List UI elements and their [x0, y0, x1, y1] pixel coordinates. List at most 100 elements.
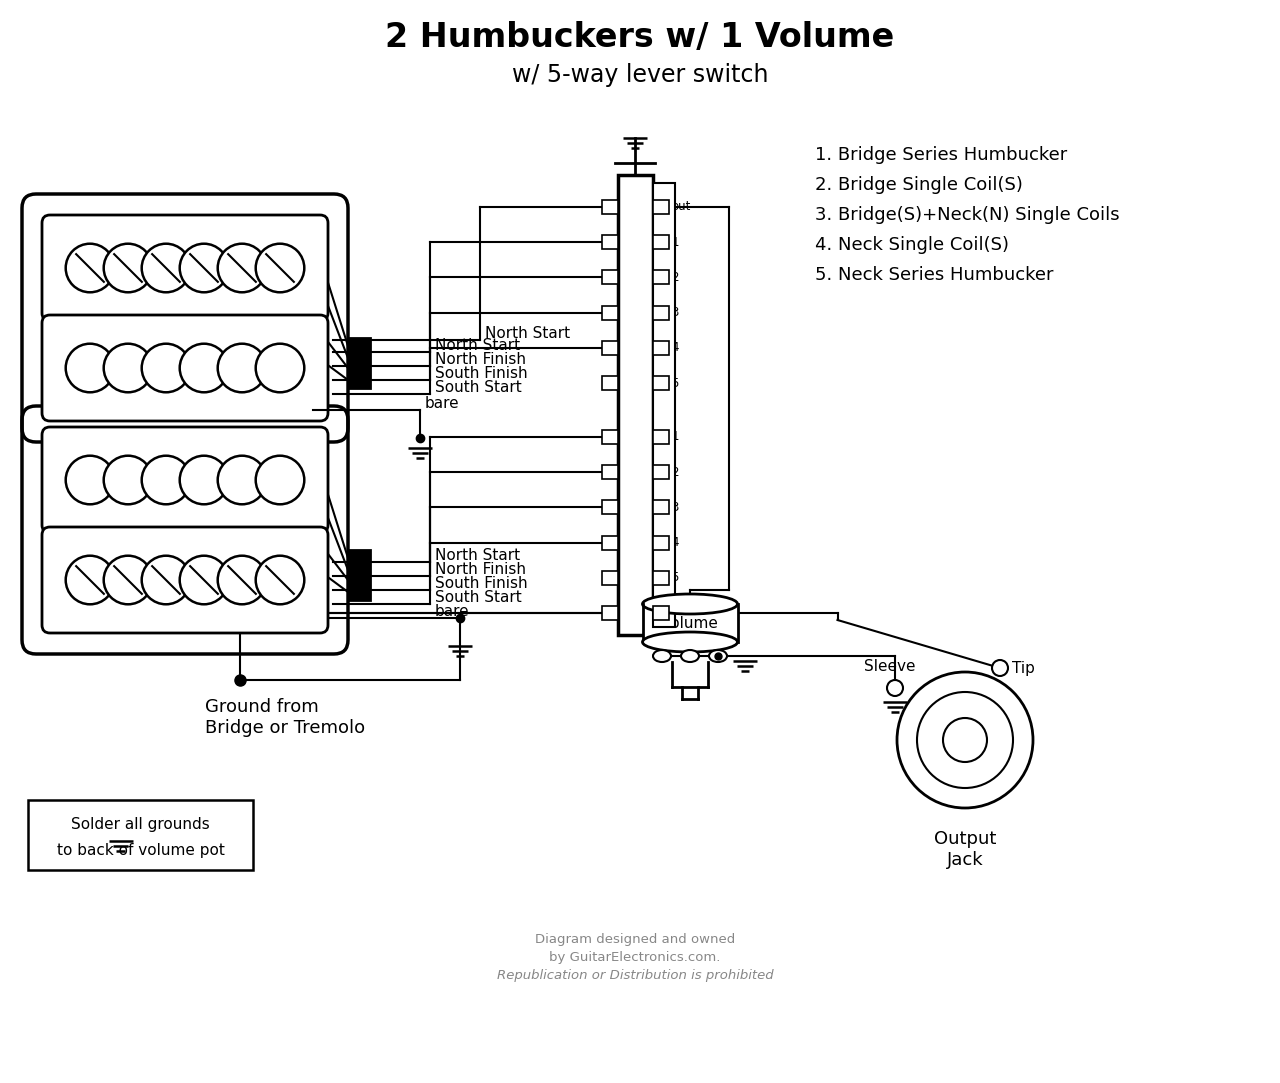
Text: 3: 3: [672, 306, 678, 319]
Ellipse shape: [643, 632, 737, 652]
Bar: [348, 338, 370, 388]
Bar: [602, 571, 617, 585]
Circle shape: [142, 456, 191, 505]
Text: bare: bare: [435, 604, 470, 619]
Text: 2. Bridge Single Coil(S): 2. Bridge Single Coil(S): [815, 177, 1023, 194]
Circle shape: [218, 343, 266, 392]
Bar: [653, 183, 675, 627]
Bar: [653, 271, 668, 285]
Text: South Start: South Start: [435, 380, 522, 395]
Text: Output
Jack: Output Jack: [934, 830, 996, 869]
Bar: [653, 430, 668, 444]
Text: North Start: North Start: [435, 339, 520, 353]
Bar: [602, 500, 617, 514]
Bar: [653, 376, 668, 390]
Circle shape: [256, 343, 305, 392]
Circle shape: [992, 660, 1009, 676]
Text: 3: 3: [672, 501, 678, 514]
Bar: [602, 305, 617, 319]
Text: 5: 5: [672, 572, 678, 585]
Bar: [602, 341, 617, 355]
Text: 4. Neck Single Coil(S): 4. Neck Single Coil(S): [815, 236, 1009, 255]
Circle shape: [104, 244, 152, 292]
Circle shape: [943, 718, 987, 762]
Bar: [653, 305, 668, 319]
Text: 2: 2: [672, 466, 678, 479]
Text: South Finish: South Finish: [435, 576, 527, 591]
Text: South Start: South Start: [435, 590, 522, 605]
Text: to back of volume pot: to back of volume pot: [56, 844, 224, 859]
Text: 5. Neck Series Humbucker: 5. Neck Series Humbucker: [815, 266, 1053, 284]
FancyBboxPatch shape: [42, 315, 328, 421]
Text: Diagram designed and owned: Diagram designed and owned: [535, 934, 735, 947]
Ellipse shape: [653, 650, 671, 662]
Text: Volume: Volume: [662, 615, 718, 630]
Circle shape: [65, 343, 114, 392]
Circle shape: [897, 671, 1033, 808]
Circle shape: [65, 456, 114, 505]
Text: 1. Bridge Series Humbucker: 1. Bridge Series Humbucker: [815, 146, 1068, 164]
Bar: [602, 271, 617, 285]
Circle shape: [104, 556, 152, 604]
Circle shape: [218, 456, 266, 505]
Text: North Finish: North Finish: [435, 562, 526, 577]
Text: out: out: [672, 606, 691, 619]
Circle shape: [179, 244, 228, 292]
Text: Ground from
Bridge or Tremolo: Ground from Bridge or Tremolo: [205, 699, 365, 736]
Text: Solder all grounds: Solder all grounds: [72, 818, 210, 833]
Text: 1: 1: [672, 430, 678, 443]
Bar: [643, 604, 737, 642]
Text: Tip: Tip: [1012, 661, 1034, 676]
Circle shape: [142, 556, 191, 604]
FancyBboxPatch shape: [42, 427, 328, 533]
Ellipse shape: [643, 593, 737, 614]
Text: w/ 5-way lever switch: w/ 5-way lever switch: [512, 63, 768, 87]
Circle shape: [65, 556, 114, 604]
Text: South Finish: South Finish: [435, 366, 527, 381]
Bar: [617, 175, 653, 635]
Circle shape: [887, 680, 902, 696]
Bar: [653, 200, 668, 214]
Bar: [602, 466, 617, 479]
Bar: [602, 235, 617, 249]
Text: Republication or Distribution is prohibited: Republication or Distribution is prohibi…: [497, 968, 773, 981]
Text: North Finish: North Finish: [435, 352, 526, 367]
Text: 5: 5: [672, 377, 678, 390]
Text: bare: bare: [425, 396, 460, 412]
FancyBboxPatch shape: [42, 216, 328, 321]
Text: North Start: North Start: [485, 326, 570, 341]
Circle shape: [65, 244, 114, 292]
Ellipse shape: [681, 650, 699, 662]
Bar: [602, 536, 617, 550]
Bar: [653, 606, 668, 621]
Circle shape: [179, 343, 228, 392]
Circle shape: [256, 456, 305, 505]
Text: 4: 4: [672, 536, 678, 549]
Circle shape: [256, 556, 305, 604]
Text: Sleeve: Sleeve: [864, 658, 915, 674]
Bar: [348, 550, 370, 600]
Circle shape: [916, 692, 1012, 788]
Text: by GuitarElectronics.com.: by GuitarElectronics.com.: [549, 952, 721, 965]
Text: 2: 2: [672, 271, 678, 284]
Bar: [653, 341, 668, 355]
Circle shape: [104, 343, 152, 392]
Bar: [653, 466, 668, 479]
Text: out: out: [672, 200, 691, 213]
Bar: [653, 500, 668, 514]
Text: 3. Bridge(S)+Neck(N) Single Coils: 3. Bridge(S)+Neck(N) Single Coils: [815, 206, 1120, 224]
Bar: [653, 571, 668, 585]
Bar: [602, 376, 617, 390]
Ellipse shape: [709, 650, 727, 662]
Circle shape: [142, 343, 191, 392]
Bar: [653, 536, 668, 550]
Bar: [602, 200, 617, 214]
Circle shape: [256, 244, 305, 292]
Text: 1: 1: [672, 236, 678, 249]
Bar: [602, 606, 617, 621]
Bar: [602, 430, 617, 444]
Circle shape: [104, 456, 152, 505]
Circle shape: [218, 556, 266, 604]
Bar: [653, 235, 668, 249]
FancyBboxPatch shape: [42, 527, 328, 632]
